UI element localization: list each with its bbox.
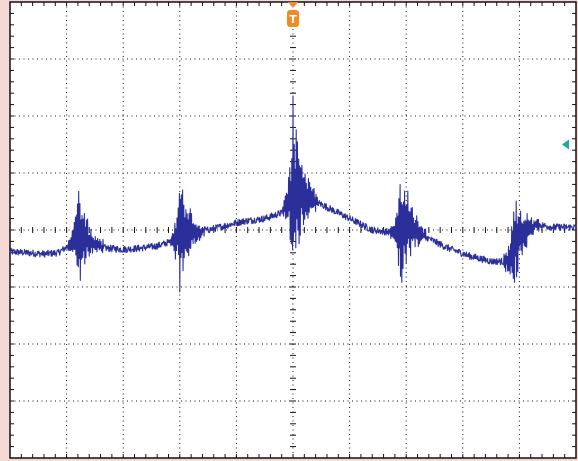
trigger-badge — [287, 10, 299, 27]
trigger-arrow-icon — [288, 2, 298, 8]
trigger-level-arrow-icon[interactable] — [562, 139, 569, 150]
trigger-position-marker[interactable]: T — [287, 2, 299, 27]
trigger-label: T — [289, 13, 297, 26]
waveform-trace — [9, 95, 577, 293]
